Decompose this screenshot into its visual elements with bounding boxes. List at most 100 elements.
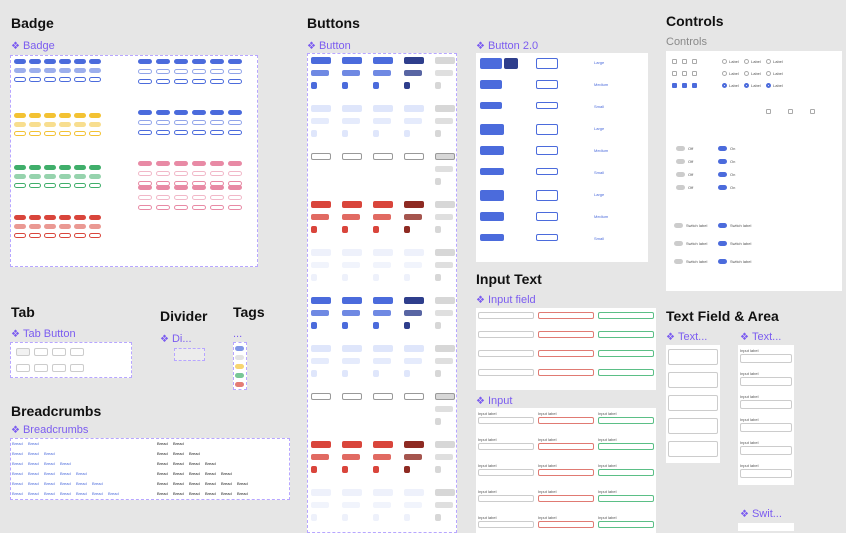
button[interactable] (311, 262, 329, 268)
icon-button[interactable] (435, 178, 441, 185)
tags-component-label[interactable]: ... (233, 328, 243, 340)
button[interactable] (311, 249, 331, 256)
switch[interactable] (674, 241, 683, 246)
breadcrumb-item[interactable]: Bread (189, 481, 200, 486)
button[interactable] (404, 57, 424, 64)
icon-button[interactable] (311, 82, 317, 89)
icon-button[interactable] (373, 322, 379, 329)
input-field[interactable] (598, 331, 654, 338)
breadcrumb-item[interactable]: Bread (28, 481, 39, 486)
button[interactable] (311, 201, 331, 208)
radio[interactable] (744, 59, 749, 64)
switch[interactable] (718, 223, 727, 228)
toggle[interactable] (676, 146, 685, 151)
breadcrumb-item[interactable]: Bread (60, 491, 71, 496)
button[interactable] (342, 262, 360, 268)
breadcrumb-item[interactable]: Bread (28, 491, 39, 496)
radio[interactable] (744, 71, 749, 76)
button[interactable] (311, 310, 329, 316)
button[interactable] (342, 406, 360, 412)
breadcrumb-item[interactable]: Bread (92, 491, 103, 496)
breadcrumb-item[interactable]: Bread (205, 471, 216, 476)
breadcrumb-item[interactable]: Bread (12, 441, 23, 446)
button[interactable] (404, 105, 424, 112)
tab-button[interactable] (52, 348, 66, 356)
checkbox[interactable] (692, 83, 697, 88)
input[interactable] (598, 469, 654, 476)
input[interactable] (538, 495, 594, 502)
button[interactable] (373, 345, 393, 352)
text-field-component-label-a[interactable]: ❖ Text... (666, 331, 708, 343)
input[interactable] (598, 495, 654, 502)
input-field[interactable] (478, 312, 534, 319)
breadcrumb-item[interactable]: Bread (12, 481, 23, 486)
input-field[interactable] (538, 312, 594, 319)
breadcrumb-item[interactable]: Bread (28, 471, 39, 476)
button[interactable] (373, 105, 393, 112)
text-area[interactable] (668, 372, 718, 388)
button[interactable] (404, 310, 422, 316)
input-field[interactable] (598, 350, 654, 357)
tag[interactable] (235, 346, 244, 351)
tab-button[interactable] (52, 364, 66, 372)
breadcrumb-item[interactable]: Bread (60, 461, 71, 466)
toggle[interactable] (676, 159, 685, 164)
button[interactable] (311, 153, 331, 160)
breadcrumb-item[interactable]: Bread (173, 441, 184, 446)
radio[interactable] (766, 59, 771, 64)
breadcrumb-item[interactable]: Bread (76, 481, 87, 486)
button2-primary[interactable] (480, 102, 502, 109)
button2-outline[interactable] (536, 80, 558, 89)
icon-button[interactable] (435, 82, 441, 89)
button[interactable] (311, 454, 329, 460)
button[interactable] (373, 166, 391, 172)
button2-primary[interactable] (480, 234, 504, 241)
button[interactable] (435, 297, 455, 304)
icon-button[interactable] (373, 274, 379, 281)
button[interactable] (435, 262, 453, 268)
breadcrumb-item[interactable]: Bread (44, 481, 55, 486)
breadcrumb-item[interactable]: Bread (221, 471, 232, 476)
button[interactable] (311, 57, 331, 64)
input[interactable] (478, 469, 534, 476)
icon-button[interactable] (311, 130, 317, 137)
text-field[interactable] (740, 400, 792, 409)
breadcrumb-item[interactable]: Bread (12, 461, 23, 466)
input[interactable] (598, 443, 654, 450)
button[interactable] (342, 249, 362, 256)
button[interactable] (404, 345, 424, 352)
breadcrumb-item[interactable]: Bread (12, 451, 23, 456)
input-field[interactable] (598, 369, 654, 376)
breadcrumb-item[interactable]: Bread (60, 471, 71, 476)
icon-button[interactable] (342, 130, 348, 137)
button[interactable] (435, 57, 455, 64)
button[interactable] (373, 393, 393, 400)
button[interactable] (342, 153, 362, 160)
breadcrumb-item[interactable]: Bread (173, 451, 184, 456)
toggle[interactable] (676, 172, 685, 177)
badge-component-label[interactable]: ❖ Badge (11, 40, 55, 52)
toggle[interactable] (718, 172, 727, 177)
icon-button[interactable] (404, 130, 410, 137)
icon-button[interactable] (404, 82, 410, 89)
icon-button[interactable] (311, 418, 317, 425)
button2-outline[interactable] (536, 146, 558, 155)
input[interactable] (538, 417, 594, 424)
radio[interactable] (766, 71, 771, 76)
breadcrumb-item[interactable]: Bread (157, 491, 168, 496)
tab-button[interactable] (16, 364, 30, 372)
icon-button[interactable] (435, 322, 441, 329)
button[interactable] (342, 489, 362, 496)
button[interactable] (373, 358, 391, 364)
toggle[interactable] (718, 185, 727, 190)
radio[interactable] (744, 83, 749, 88)
tab-button[interactable] (70, 364, 84, 372)
input[interactable] (478, 443, 534, 450)
button[interactable] (373, 57, 393, 64)
icon-button[interactable] (342, 370, 348, 377)
icon-button[interactable] (435, 226, 441, 233)
button[interactable] (342, 345, 362, 352)
switch-component-label[interactable]: ❖ Swit... (740, 508, 782, 520)
button[interactable] (342, 502, 360, 508)
text-field[interactable] (740, 423, 792, 432)
